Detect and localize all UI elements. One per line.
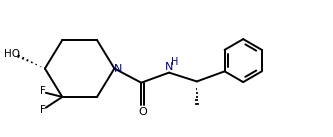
Text: N: N: [165, 62, 173, 72]
Text: HO: HO: [4, 49, 20, 59]
Text: F: F: [40, 86, 46, 96]
Text: H: H: [171, 58, 178, 68]
Text: N: N: [114, 64, 123, 73]
Text: O: O: [138, 107, 147, 117]
Text: F: F: [40, 105, 46, 115]
